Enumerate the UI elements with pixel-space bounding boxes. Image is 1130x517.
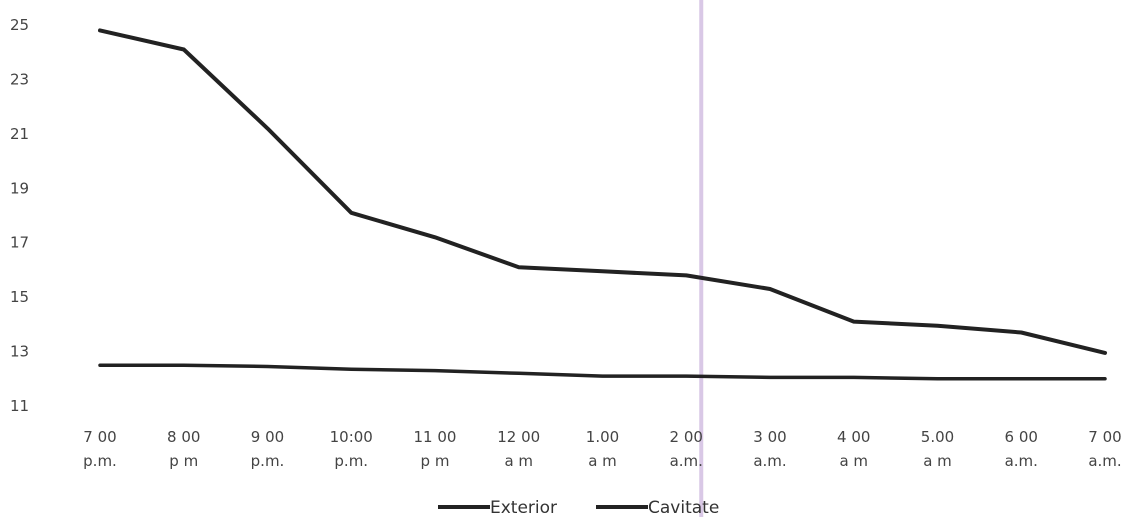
y-tick-label: 17 (10, 234, 29, 252)
x-tick-label: 1.00 a m (586, 428, 619, 470)
x-tick-label: 7 00 p.m. (83, 428, 117, 470)
x-tick-label: 5.00 a m (921, 428, 954, 470)
legend: Exterior Cavitate (438, 498, 719, 517)
x-axis-tick-labels: 7 00 p.m. 8 00 p m 9 00 p.m. 10:00 p.m. 11 00 p m… (83, 428, 1122, 470)
y-tick-label: 13 (10, 343, 29, 361)
y-tick-label: 19 (10, 179, 29, 197)
x-tick-label: 6 00 a.m. (1005, 428, 1038, 470)
y-tick-label: 21 (10, 125, 29, 143)
x-tick-label: 9 00 p.m. (251, 428, 285, 470)
series-line-exterior (98, 28, 1107, 355)
y-tick-label: 11 (10, 397, 29, 415)
x-tick-label: 2 00 a.m. (670, 428, 703, 470)
x-tick-label: 12 00 a m (497, 428, 540, 470)
x-tick-label: 3 00 a.m. (753, 428, 786, 470)
x-tick-label: 4 00 a m (837, 428, 870, 470)
x-tick-label: 10:00 p.m. (330, 428, 373, 470)
x-tick-label: 7 00 a.m. (1088, 428, 1121, 470)
legend-label-cavitate: Cavitate (648, 498, 719, 517)
y-tick-label: 15 (10, 288, 29, 306)
series-line-cavitate (98, 363, 1107, 381)
y-tick-label: 25 (10, 16, 29, 34)
legend-label-exterior: Exterior (490, 498, 557, 517)
series-lines (98, 28, 1107, 381)
y-axis-tick-labels: 11 13 15 17 19 21 23 25 (10, 16, 29, 415)
x-tick-label: 8 00 p m (167, 428, 200, 470)
x-tick-label: 11 00 p m (414, 428, 457, 470)
y-tick-label: 23 (10, 70, 29, 88)
